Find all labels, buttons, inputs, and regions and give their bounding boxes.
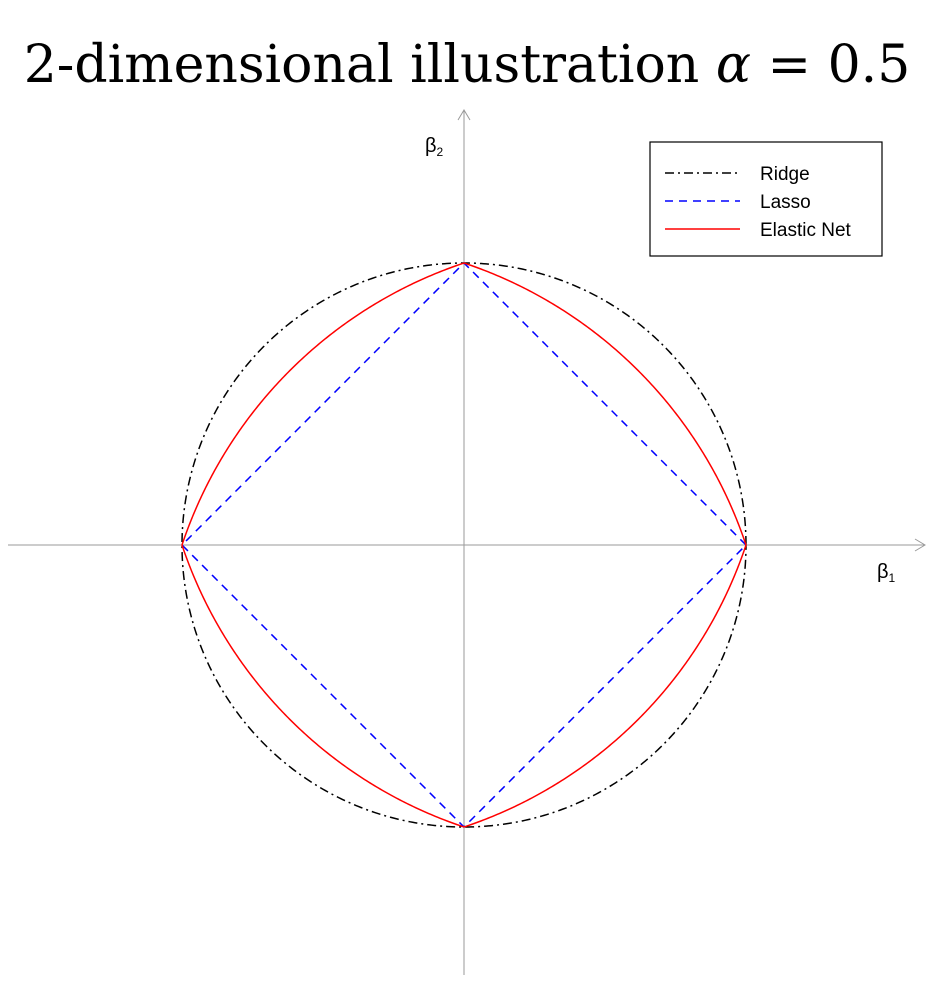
legend-label-ridge: Ridge [760,164,810,185]
series-line-lasso [180,261,748,829]
y-axis-label: β2 [425,135,444,159]
legend-label-lasso: Lasso [760,192,811,213]
y-axis-label-symbol: β [425,135,437,157]
y-axis-arrowhead [457,109,471,121]
series-curves [180,261,748,829]
chart-title-symbol: α [716,35,751,95]
legend: Ridge Lasso Elastic Net [649,141,883,257]
series-line-ridge [181,262,747,828]
series-line-elastic-net [181,262,747,828]
chart-title-prefix: 2-dimensional illustration [24,35,716,95]
x-axis-label-symbol: β [877,561,889,583]
x-axis-label-subscript: 1 [889,571,896,585]
x-axis-arrowhead [914,538,926,552]
chart-title-suffix: = 0.5 [751,35,910,95]
axes [8,109,926,975]
x-axis-label: β1 [877,561,896,585]
y-axis-label-subscript: 2 [437,145,444,159]
legend-box [649,141,883,257]
chart-title: 2-dimensional illustration α = 0.5 [24,35,911,95]
legend-label-elastic-net: Elastic Net [760,220,852,241]
